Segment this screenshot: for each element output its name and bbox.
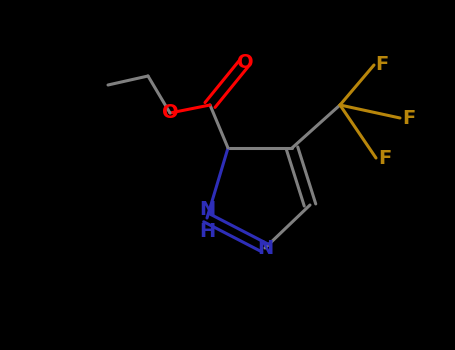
Text: H: H — [199, 222, 215, 241]
Text: N: N — [199, 200, 215, 219]
Text: O: O — [162, 104, 178, 122]
Text: O: O — [237, 52, 253, 71]
Text: F: F — [379, 148, 392, 168]
Text: N: N — [257, 238, 273, 258]
Text: F: F — [403, 108, 416, 127]
Text: F: F — [375, 56, 389, 75]
